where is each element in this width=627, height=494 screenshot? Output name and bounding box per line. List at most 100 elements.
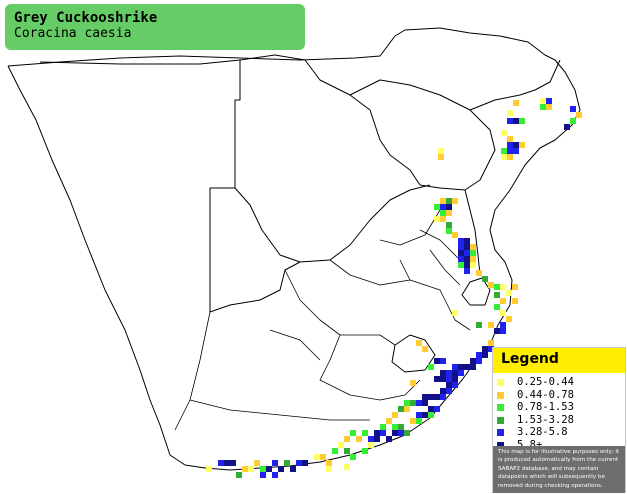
occurrence-cell [476,270,482,276]
legend-swatch [497,391,504,399]
occurrence-cell [386,418,392,424]
occurrence-cell [458,238,464,244]
occurrence-cell [458,250,464,256]
occurrence-cell [570,118,576,124]
occurrence-cell [519,142,525,148]
occurrence-cell [464,250,470,256]
occurrence-cell [513,100,519,106]
occurrence-cell [488,340,494,346]
legend-row: 1.53-3.28 [497,414,623,427]
occurrence-cell [446,370,452,376]
occurrence-cell [398,424,404,430]
legend-row: 3.28-5.8 [497,426,623,439]
legend-swatch [497,379,504,386]
sa-north-border [209,261,301,313]
occurrence-cell [438,148,444,154]
legend-label: 0.78-1.53 [517,401,574,413]
occurrence-cell [230,460,236,466]
occurrence-cell [362,430,368,436]
occurrence-cell [482,346,488,352]
occurrence-cell [513,118,519,124]
occurrence-cell [416,340,422,346]
occurrence-cell [350,430,356,436]
title-panel: Grey Cuckooshrike Coracina caesia [5,4,305,50]
occurrence-cell [326,466,332,472]
legend-label: 0.25-0.44 [517,376,574,388]
occurrence-cell [392,424,398,430]
occurrence-cell [248,466,254,472]
occurrence-cell [434,216,440,222]
occurrence-cell [507,118,513,124]
occurrence-cell [464,244,470,250]
occurrence-cell [404,430,410,436]
occurrence-cell [272,472,278,478]
occurrence-cell [446,376,452,382]
occurrence-cell [458,364,464,370]
occurrence-cell [374,436,380,442]
occurrence-cell [434,358,440,364]
legend-swatch [497,441,504,449]
occurrence-cell [422,400,428,406]
occurrence-cell [500,322,506,328]
occurrence-cell [570,106,576,112]
swaziland-border [461,277,491,306]
occurrence-cell [362,448,368,454]
occurrence-cell [218,460,224,466]
occurrence-cell [434,204,440,210]
namibia-border [39,59,241,312]
occurrence-cell [540,98,546,104]
occurrence-cell [278,466,284,472]
occurrence-cell [470,364,476,370]
occurrence-cell [564,124,570,130]
occurrence-cell [546,104,552,110]
occurrence-cell [428,394,434,400]
occurrence-cell [500,328,506,334]
legend-panel: Legend 0.25-0.44 0.44-0.78 0.78-1.53 1.53-3… [492,347,626,493]
occurrence-cell [206,466,212,472]
occurrence-cell [470,250,476,256]
occurrence-cell [440,394,446,400]
occurrence-cell [392,412,398,418]
occurrence-cell [470,256,476,262]
species-common-name: Grey Cuckooshrike [14,10,158,26]
occurrence-cell [476,358,482,364]
occurrence-cell [428,364,434,370]
zimbabwe-border [349,79,496,191]
occurrence-cell [494,328,500,334]
caprivi-border [239,54,421,186]
occurrence-cell [446,210,452,216]
occurrence-cell [446,198,452,204]
species-scientific-name: Coracina caesia [14,26,132,41]
occurrence-cell [513,142,519,148]
occurrence-cell [501,148,507,154]
occurrence-cell [500,284,506,290]
occurrence-cell [576,112,582,118]
occurrence-cell [507,154,513,160]
legend-label: 1.53-3.28 [517,413,574,426]
occurrence-cell [440,198,446,204]
occurrence-cell [260,466,266,472]
occurrence-cell [224,460,230,466]
occurrence-cell [452,232,458,238]
occurrence-cell [488,346,494,352]
occurrence-cell [507,110,513,116]
occurrence-cell [302,460,308,466]
occurrence-cell [272,460,278,466]
occurrence-cell [440,204,446,210]
occurrence-cell [452,310,458,316]
occurrence-cell [464,262,470,268]
occurrence-cell [470,244,476,250]
legend-label: 0.44-0.78 [517,388,574,401]
occurrence-cell [440,376,446,382]
occurrence-cell [410,418,416,424]
occurrence-cell [344,448,350,454]
occurrence-cell [404,406,410,412]
occurrence-cell [452,370,458,376]
occurrence-cell [446,382,452,388]
legend-disclaimer: This map is for illustrative purposes on… [493,446,625,493]
occurrence-cell [386,436,392,442]
occurrence-cell [410,380,416,386]
occurrence-cell [236,472,242,478]
occurrence-cell [434,406,440,412]
occurrence-cell [428,406,434,412]
